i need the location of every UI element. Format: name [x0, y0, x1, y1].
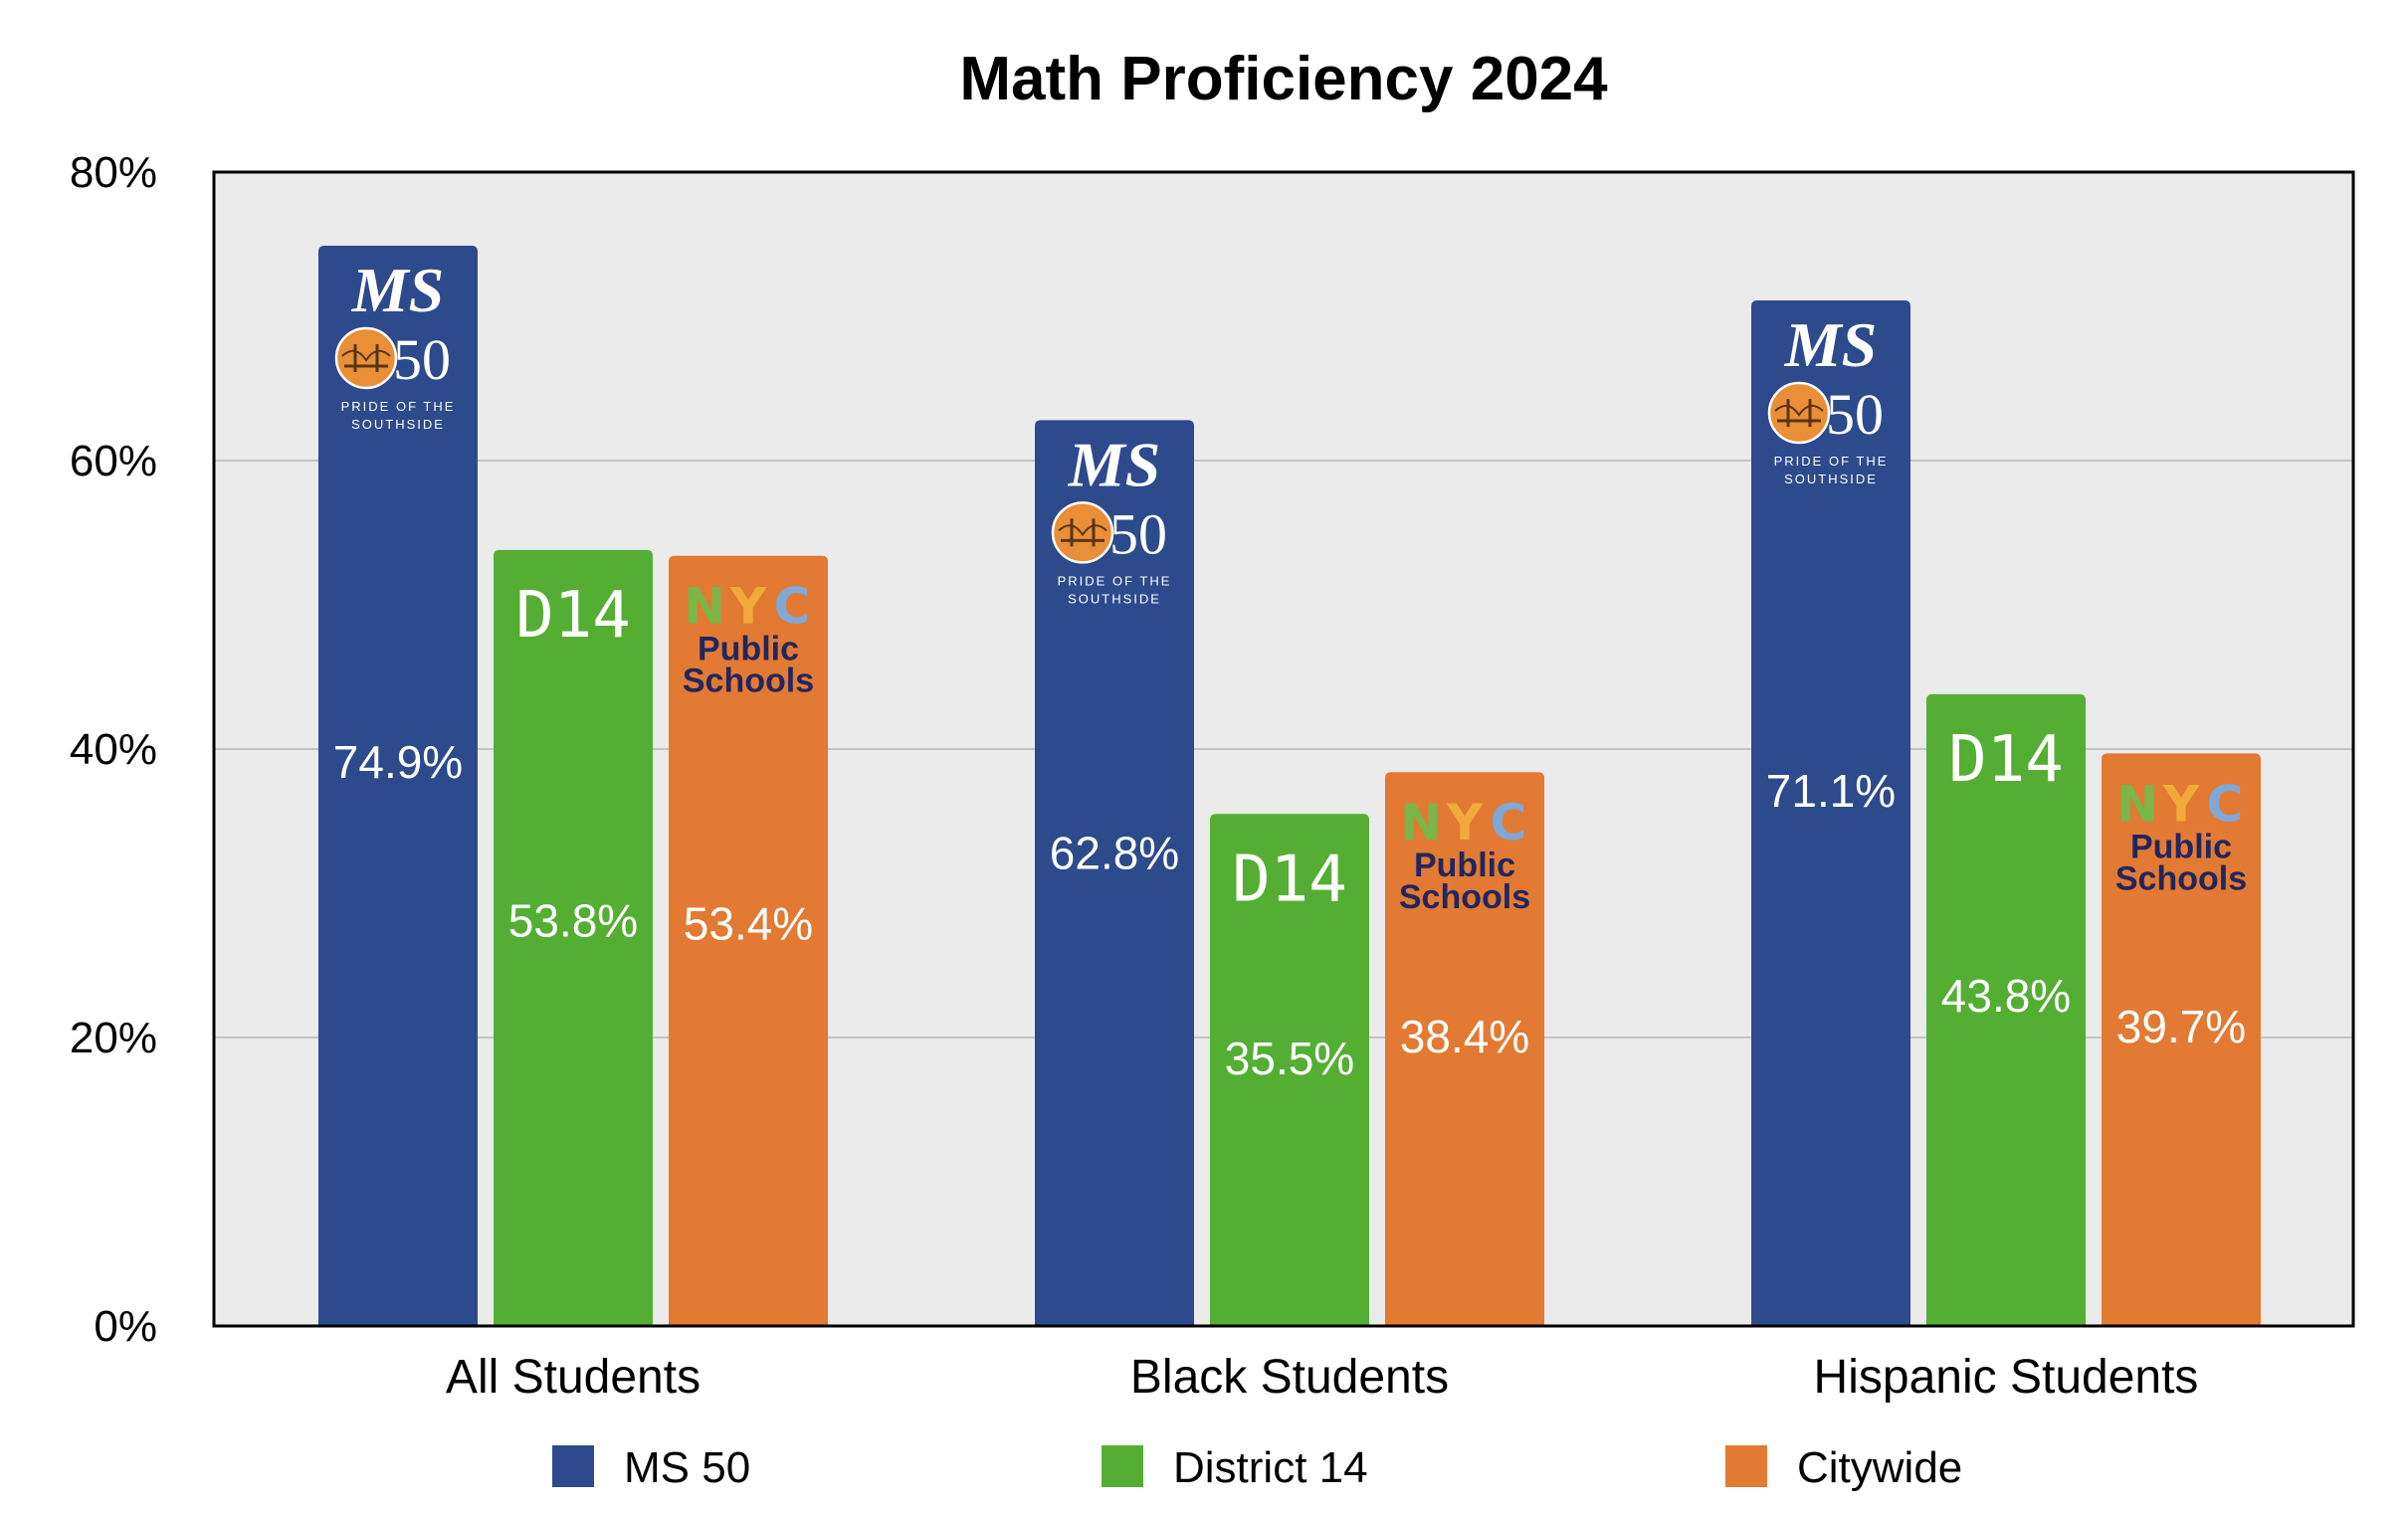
- y-tick-label: 60%: [70, 437, 157, 485]
- ms50-logo-number: 50: [1826, 382, 1884, 447]
- nyc-logo-letter: C: [1491, 794, 1527, 852]
- bar-value-label: 43.8%: [1941, 970, 2071, 1022]
- bar-value-label: 53.8%: [508, 895, 638, 947]
- d14-logo: D14: [515, 579, 631, 653]
- bar: [1385, 772, 1544, 1326]
- d14-logo: D14: [515, 579, 631, 653]
- bar: [1926, 693, 2086, 1326]
- legend-item: District 14: [1102, 1443, 1368, 1492]
- bridge-emblem-icon: [1767, 381, 1831, 445]
- plot-frame: [212, 170, 2355, 1328]
- ms50-logo-ms: MS: [351, 255, 445, 325]
- x-category-label: Black Students: [1130, 1351, 1449, 1404]
- bridge-emblem-icon: [1051, 501, 1114, 564]
- legend-swatch: [1725, 1445, 1767, 1487]
- bar: [1035, 420, 1194, 1326]
- nyc-logo-public: Public: [1414, 847, 1515, 884]
- nyc-logo-schools: Schools: [1399, 878, 1530, 916]
- legend-swatch: [552, 1445, 594, 1487]
- x-axis-labels: All Students Black Students Hispanic Stude…: [446, 1351, 2199, 1404]
- bar-value-label: 74.9%: [333, 736, 463, 788]
- chart-title: Math Proficiency 2024: [959, 45, 1608, 113]
- ms50-logo-tagline: PRIDE OF THE: [341, 399, 456, 414]
- bar-value-label: 35.5%: [1225, 1033, 1354, 1084]
- nyc-logo-letter: Y: [1446, 794, 1484, 852]
- bar-value-label: 71.1%: [1766, 765, 1896, 817]
- bar: [494, 549, 653, 1326]
- bar-group: D14 35.5%: [1210, 814, 1369, 1326]
- ms50-logo-tagline: PRIDE OF THE: [1058, 573, 1172, 588]
- legend-label: District 14: [1173, 1443, 1368, 1492]
- bar-group: D14 53.8%: [494, 549, 653, 1326]
- ms50-logo-tagline: SOUTHSIDE: [1068, 591, 1161, 606]
- y-tick-label: 40%: [70, 725, 157, 774]
- legend-label: MS 50: [624, 1443, 750, 1492]
- bar-value-label: 38.4%: [1400, 1011, 1529, 1062]
- bar-group: D14 43.8%: [1926, 693, 2086, 1326]
- legend-swatch: [1102, 1445, 1143, 1487]
- d14-logo: D14: [1948, 723, 2064, 797]
- y-tick-label: 80%: [70, 148, 157, 197]
- nyc-logo-letter: C: [2207, 775, 2244, 833]
- ms50-logo-ms: MS: [1068, 429, 1161, 499]
- bridge-emblem-icon: [334, 326, 398, 390]
- y-axis-ticks: 0% 20% 40% 60% 80%: [70, 148, 157, 1351]
- legend: MS 50 District 14 Citywide: [552, 1443, 1962, 1492]
- nyc-logo-public: Public: [2130, 828, 2232, 865]
- x-category-label: All Students: [446, 1351, 701, 1404]
- nyc-logo-letter: N: [2116, 775, 2158, 833]
- nyc-logo-public: Public: [698, 631, 799, 668]
- nyc-logo-schools: Schools: [2115, 859, 2247, 897]
- ms50-logo-ms: MS: [1784, 309, 1878, 380]
- ms50-logo-tagline: SOUTHSIDE: [1784, 472, 1878, 486]
- bar-value-label: 62.8%: [1050, 828, 1179, 879]
- d14-logo: D14: [1948, 723, 2064, 797]
- bar: [1210, 814, 1369, 1326]
- ms50-logo-number: 50: [393, 327, 451, 392]
- d14-logo: D14: [1232, 843, 1347, 916]
- y-tick-label: 20%: [70, 1014, 157, 1062]
- legend-item: Citywide: [1725, 1443, 1962, 1492]
- nyc-logo-letter: Y: [2162, 775, 2200, 833]
- nyc-logo-letter: N: [1400, 794, 1442, 852]
- nyc-logo-schools: Schools: [683, 662, 814, 700]
- y-tick-label: 0%: [94, 1302, 157, 1351]
- bar: [318, 245, 478, 1327]
- ms50-logo-tagline: SOUTHSIDE: [351, 417, 445, 432]
- ms50-logo-tagline: PRIDE OF THE: [1774, 454, 1889, 469]
- ms50-logo-number: 50: [1109, 501, 1167, 566]
- bar: [2102, 753, 2261, 1326]
- bar: [669, 555, 828, 1326]
- d14-logo: D14: [1232, 843, 1347, 916]
- x-category-label: Hispanic Students: [1814, 1351, 2199, 1404]
- nyc-logo-letter: N: [684, 578, 725, 636]
- nyc-logo-letter: C: [774, 578, 811, 636]
- bar-value-label: 39.7%: [2116, 1001, 2246, 1052]
- legend-item: MS 50: [552, 1443, 750, 1492]
- legend-label: Citywide: [1797, 1443, 1962, 1492]
- nyc-logo-letter: Y: [729, 578, 767, 636]
- bar: [1751, 300, 1910, 1326]
- bar-value-label: 53.4%: [684, 898, 813, 950]
